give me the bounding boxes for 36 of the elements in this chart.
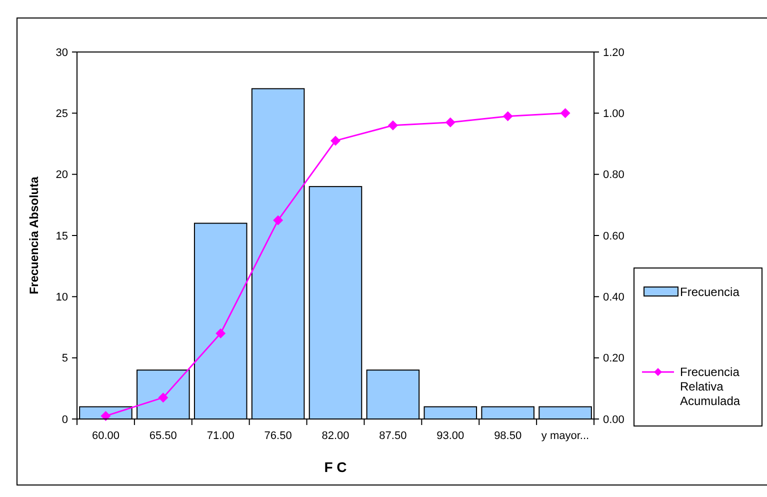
x-tick-label: 65.50 <box>149 430 177 442</box>
y2-tick-label: 0.00 <box>603 414 624 426</box>
legend-label: Frecuencia <box>680 285 740 300</box>
y-tick-label: 30 <box>56 46 68 59</box>
y-tick-label: 5 <box>62 352 68 365</box>
x-tick-label: 82.00 <box>322 430 350 442</box>
point <box>330 136 340 146</box>
point <box>502 111 513 122</box>
point <box>445 117 456 128</box>
x-tick-label: y mayor... <box>541 430 590 442</box>
point <box>560 108 570 118</box>
y-tick-label: 10 <box>56 292 68 304</box>
x-tick-label: 71.00 <box>206 430 234 442</box>
point <box>100 410 111 421</box>
y-tick-label: 15 <box>56 230 68 242</box>
y-tick-label: 25 <box>56 108 68 120</box>
legend-label: Frecuencia Relativa Acumulada <box>680 365 740 408</box>
y2-tick-label: 0.20 <box>603 352 624 365</box>
x-tick-label: 60.00 <box>92 430 120 442</box>
point <box>273 215 284 226</box>
point <box>158 392 168 403</box>
point <box>216 328 226 338</box>
x-tick-label: 98.50 <box>494 430 522 442</box>
x-tick-label: 93.00 <box>436 430 464 442</box>
x-tick-label: 76.50 <box>264 430 292 442</box>
point <box>388 120 398 130</box>
y2-tick-label: 0.60 <box>603 230 624 242</box>
y-tick-label: 20 <box>56 169 68 182</box>
y2-tick-label: 0.80 <box>603 169 624 182</box>
y-axis-title: Frecuencia Absoluta <box>27 176 41 294</box>
y2-tick-label: 1.00 <box>603 108 624 120</box>
x-tick-label: 87.50 <box>379 430 407 442</box>
y2-tick-label: 0.40 <box>603 292 624 304</box>
x-axis-title: F C <box>324 459 347 475</box>
y-tick-label: 0 <box>62 414 68 426</box>
y2-tick-label: 1.20 <box>603 46 624 59</box>
